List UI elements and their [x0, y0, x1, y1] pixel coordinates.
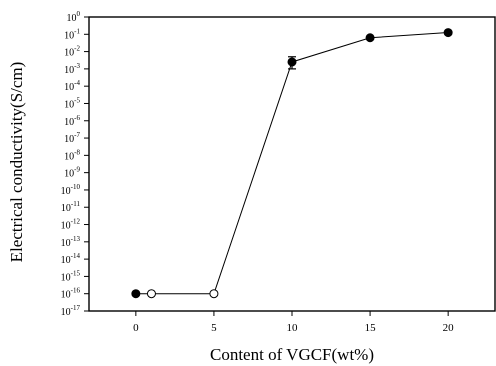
x-tick-label: 20 [443, 322, 455, 334]
x-axis-title: Content of VGCF(wt%) [210, 345, 374, 364]
y-tick-label: 10-10 [61, 183, 81, 197]
y-tick-label: 10-3 [64, 62, 80, 76]
x-tick-label: 0 [133, 322, 139, 334]
y-tick-label: 10-14 [61, 252, 81, 266]
x-tick-label: 10 [287, 322, 299, 334]
y-axis-ticks: 100 10-1 10-2 10-3 10-4 10-5 10-6 10-7 10-8 10-9 1… [61, 10, 89, 318]
x-axis-ticks: 0 5 10 15 20 [133, 311, 454, 334]
y-tick-label: 100 [67, 10, 81, 24]
series-line [135, 32, 449, 295]
y-tick-label: 10-1 [64, 27, 80, 41]
x-tick-label: 15 [365, 322, 377, 334]
y-tick-label: 10-17 [61, 304, 81, 318]
y-tick-label: 10-13 [61, 235, 81, 249]
y-tick-label: 10-11 [61, 200, 81, 214]
data-series [131, 28, 453, 299]
y-tick-label: 10-12 [61, 218, 81, 232]
y-tick-label: 10-8 [64, 148, 80, 162]
y-tick-label: 10-6 [64, 114, 80, 128]
y-tick-label: 10-4 [64, 79, 80, 93]
data-point-open [209, 289, 219, 299]
x-tick-label: 5 [211, 322, 217, 334]
y-tick-label: 10-2 [64, 45, 80, 59]
data-point-filled [443, 28, 453, 38]
data-point-filled [287, 57, 297, 67]
data-point-open [146, 289, 156, 299]
data-point-filled [131, 289, 141, 299]
y-tick-label: 10-15 [61, 269, 81, 283]
y-tick-label: 10-9 [64, 166, 80, 180]
y-tick-label: 10-16 [61, 287, 81, 301]
y-axis-title: Electrical conductivity(S/cm) [7, 62, 26, 263]
y-tick-label: 10-5 [64, 96, 80, 110]
y-tick-label: 10-7 [64, 131, 80, 145]
data-point-filled [365, 33, 375, 43]
